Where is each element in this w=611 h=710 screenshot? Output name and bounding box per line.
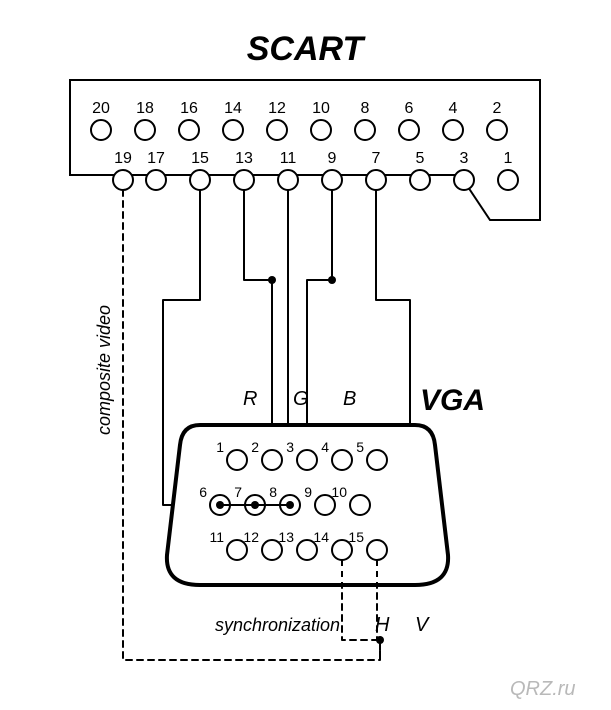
watermark: QRZ.ru [510,678,576,700]
scart-pin-label-11: 11 [280,150,297,167]
vga-pin-label-1: 1 [216,439,224,455]
junction [251,501,259,509]
vga-pin-4 [332,450,352,470]
vga-pin-label-2: 2 [251,439,259,455]
scart-pin-label-16: 16 [180,100,198,117]
scart-pin-label-3: 3 [460,150,469,167]
scart-pin-9 [322,170,342,190]
vga-pin-label-5: 5 [356,439,364,455]
junction [286,501,294,509]
vga-pin-label-15: 15 [348,529,364,545]
scart-pin-7 [366,170,386,190]
junction [216,501,224,509]
scart-pin-10 [311,120,331,140]
label-V: V [415,614,430,636]
scart-pin-label-19: 19 [114,150,132,167]
label-synchronization: synchronization [215,615,340,635]
scart-pin-15 [190,170,210,190]
vga-pin-label-3: 3 [286,439,294,455]
scart-pin-4 [443,120,463,140]
scart-title: SCART [247,30,367,68]
scart-pin-14 [223,120,243,140]
scart-pin-label-12: 12 [268,100,286,117]
vga-pin-label-14: 14 [313,529,329,545]
scart-pin-3 [454,170,474,190]
junction [268,276,276,284]
wire [307,190,332,450]
vga-title: VGA [420,384,485,417]
vga-pin-5 [367,450,387,470]
vga-pin-3 [297,450,317,470]
scart-pin-label-17: 17 [147,150,165,167]
scart-pin-label-9: 9 [328,150,337,167]
scart-pin-label-15: 15 [191,150,209,167]
vga-pin-label-9: 9 [304,484,312,500]
wire [244,190,272,450]
vga-pin-2 [262,450,282,470]
scart-pin-2 [487,120,507,140]
scart-pin-16 [179,120,199,140]
scart-pin-1 [498,170,518,190]
scart-pin-12 [267,120,287,140]
label-R: R [243,388,257,410]
scart-pin-13 [234,170,254,190]
scart-pin-label-2: 2 [493,100,502,117]
label-H: H [375,614,390,636]
vga-pin-label-8: 8 [269,484,277,500]
scart-pin-20 [91,120,111,140]
scart-pin-8 [355,120,375,140]
scart-pin-label-5: 5 [416,150,425,167]
scart-pin-label-6: 6 [405,100,414,117]
scart-pin-17 [146,170,166,190]
scart-pin-label-10: 10 [312,100,330,117]
vga-pin-label-12: 12 [243,529,259,545]
scart-pin-label-14: 14 [224,100,242,117]
vga-pin-label-10: 10 [331,484,347,500]
label-G: G [293,388,309,410]
scart-pin-18 [135,120,155,140]
label-B: B [343,388,356,410]
vga-pin-label-6: 6 [199,484,207,500]
scart-pin-label-4: 4 [449,100,458,117]
scart-pin-label-7: 7 [372,150,381,167]
scart-pin-5 [410,170,430,190]
scart-pin-label-20: 20 [92,100,110,117]
scart-pin-label-8: 8 [361,100,370,117]
scart-pin-label-1: 1 [504,150,513,167]
vga-pin-label-7: 7 [234,484,242,500]
vga-pin-label-13: 13 [278,529,294,545]
vga-pin-1 [227,450,247,470]
label-composite-video: composite video [94,305,114,435]
vga-pin-10 [350,495,370,515]
vga-pin-15 [367,540,387,560]
vga-pin-label-4: 4 [321,439,329,455]
scart-pin-11 [278,170,298,190]
scart-pin-6 [399,120,419,140]
scart-pin-19 [113,170,133,190]
vga-pin-label-11: 11 [209,529,224,545]
scart-pin-label-18: 18 [136,100,154,117]
junction [376,636,384,644]
scart-pin-label-13: 13 [235,150,253,167]
junction [328,276,336,284]
